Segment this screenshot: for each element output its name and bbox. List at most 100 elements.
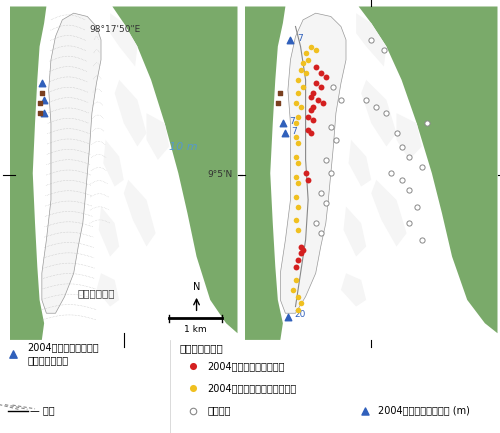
Point	[312, 80, 320, 87]
Point	[312, 220, 320, 227]
Point	[299, 83, 307, 90]
Point	[292, 100, 300, 107]
Point	[317, 70, 325, 77]
Point	[405, 220, 413, 227]
Point	[296, 250, 304, 257]
Point	[292, 153, 300, 160]
Point	[405, 187, 413, 194]
Point	[306, 107, 314, 113]
Polygon shape	[371, 180, 406, 246]
Polygon shape	[110, 13, 138, 67]
Text: 9°5'N: 9°5'N	[208, 170, 233, 179]
Polygon shape	[98, 207, 119, 256]
Polygon shape	[348, 140, 371, 187]
Point	[294, 180, 302, 187]
Text: 20: 20	[294, 310, 306, 320]
Point	[302, 170, 310, 177]
Point	[296, 103, 304, 110]
Point	[40, 110, 48, 116]
Point	[38, 80, 46, 87]
Polygon shape	[280, 13, 346, 313]
Point	[327, 170, 335, 177]
Point	[292, 173, 300, 180]
Polygon shape	[245, 6, 286, 340]
Text: — 浜堵: — 浜堵	[30, 406, 54, 416]
Point	[309, 116, 317, 123]
Point	[317, 230, 325, 237]
Polygon shape	[96, 273, 119, 307]
Point	[388, 170, 396, 177]
Point	[282, 130, 290, 137]
Point	[314, 97, 322, 103]
Point	[423, 120, 431, 126]
Point	[380, 46, 388, 53]
Point	[304, 176, 312, 183]
Point	[294, 90, 302, 97]
Polygon shape	[124, 180, 156, 246]
Point	[294, 140, 302, 147]
Point	[327, 123, 335, 130]
Point	[332, 136, 340, 143]
Point	[312, 46, 320, 53]
Point	[292, 120, 300, 126]
Point	[418, 236, 426, 243]
Point	[292, 216, 300, 223]
Text: 7: 7	[289, 117, 295, 126]
Point	[284, 313, 292, 320]
Point	[361, 407, 369, 414]
Point	[296, 243, 304, 250]
Point	[322, 156, 330, 163]
Point	[306, 93, 314, 100]
Point	[398, 143, 406, 150]
Point	[188, 407, 196, 414]
Point	[412, 203, 420, 210]
Point	[367, 36, 375, 43]
Point	[292, 133, 300, 140]
Polygon shape	[112, 6, 238, 333]
Point	[322, 73, 330, 80]
Point	[294, 307, 302, 313]
Point	[317, 190, 325, 197]
Point	[309, 103, 317, 110]
Text: 観察された砂層: 観察された砂層	[180, 343, 224, 353]
Point	[312, 63, 320, 70]
Point	[289, 287, 297, 294]
Point	[405, 153, 413, 160]
Point	[292, 263, 300, 270]
Point	[372, 103, 380, 110]
Point	[296, 66, 304, 73]
Text: 2004年の津波によって
浸食された水路: 2004年の津波によって 浸食された水路	[28, 342, 99, 365]
Polygon shape	[341, 273, 366, 307]
Point	[302, 70, 310, 77]
Point	[188, 362, 196, 369]
Polygon shape	[361, 80, 396, 146]
Point	[294, 256, 302, 263]
Point	[286, 36, 294, 43]
Polygon shape	[104, 140, 124, 187]
Point	[292, 193, 300, 200]
Point	[299, 246, 307, 253]
Point	[362, 97, 370, 103]
Polygon shape	[356, 13, 386, 67]
Point	[299, 60, 307, 67]
Polygon shape	[344, 207, 366, 256]
Text: 7: 7	[297, 34, 302, 43]
Point	[337, 97, 345, 103]
Polygon shape	[358, 6, 498, 333]
Text: 2004年における浸水高 (m): 2004年における浸水高 (m)	[378, 406, 470, 416]
Point	[36, 100, 44, 107]
Text: 1 km: 1 km	[184, 325, 206, 334]
Point	[274, 100, 282, 107]
Point	[392, 130, 400, 137]
Point	[309, 90, 317, 97]
Point	[304, 126, 312, 133]
Point	[306, 130, 314, 137]
Point	[294, 113, 302, 120]
Point	[317, 83, 325, 90]
Text: c: c	[6, 0, 15, 3]
Point	[294, 293, 302, 300]
Point	[40, 97, 48, 103]
Text: マングローブ: マングローブ	[78, 288, 115, 298]
Polygon shape	[42, 13, 101, 313]
Point	[418, 163, 426, 170]
